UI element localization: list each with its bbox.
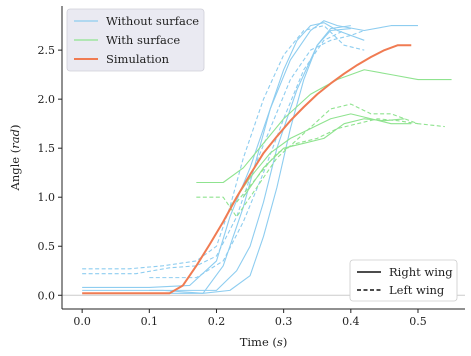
series-line-with-surface-8	[229, 113, 412, 208]
series-legend: Without surface With surface Simulation	[66, 8, 205, 72]
series-line-with-surface-7	[196, 69, 452, 184]
x-axis-label-text: Time	[240, 335, 273, 349]
linestyle-legend: Right wing Left wing	[349, 259, 458, 302]
y-axis-unit: rad	[8, 129, 22, 149]
y-tick-label: 0.5	[38, 240, 56, 253]
series-line-with-surface-11	[236, 118, 419, 203]
x-tick-label: 0.2	[208, 315, 226, 328]
legend-label: Right wing	[389, 265, 453, 279]
series-line-without-surface-4	[82, 25, 365, 270]
y-tick-label: 1.0	[38, 191, 56, 204]
series-line-without-surface-6	[149, 30, 345, 279]
series-line-without-surface-0	[82, 20, 418, 288]
y-axis-label: Angle (rad)	[8, 125, 22, 192]
x-axis-unit: s	[277, 335, 283, 349]
y-tick-label: 2.0	[38, 93, 56, 106]
x-tick-label: 0.0	[73, 315, 91, 328]
x-tick-label: 0.4	[342, 315, 360, 328]
x-axis-label: Time (s)	[240, 335, 288, 349]
series-layer	[82, 20, 452, 295]
y-tick-label: 2.5	[38, 44, 56, 57]
series-line-with-surface-10	[196, 103, 445, 218]
x-tick-label: 0.1	[141, 315, 159, 328]
series-line-without-surface-3	[149, 28, 351, 294]
axes-layer: 0.0 0.1 0.2 0.3 0.4 0.5 0.0 0.5 1.0 1.5 2.0 2.5	[38, 6, 465, 328]
x-tick-label: 0.5	[409, 315, 427, 328]
y-axis-label-text: Angle	[8, 153, 22, 191]
series-line-simulation-12	[82, 44, 412, 295]
y-tick-label: 1.5	[38, 142, 56, 155]
x-tick-label: 0.3	[275, 315, 293, 328]
legend-label: With surface	[106, 33, 180, 47]
series-legend-frame	[66, 8, 205, 72]
legend-label: Simulation	[106, 52, 170, 66]
y-tick-label: 0.0	[38, 289, 56, 302]
legend-label: Without surface	[106, 14, 199, 28]
legend-label: Left wing	[389, 283, 445, 297]
